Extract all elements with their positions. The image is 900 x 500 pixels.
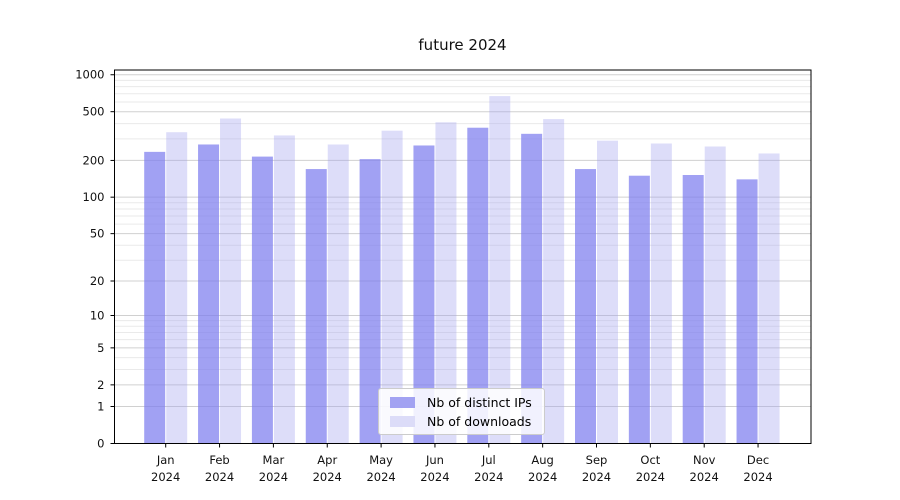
x-tick-label: May 2024 (366, 453, 395, 484)
bar-downloads-may (381, 130, 403, 444)
bar-downloads-jul (489, 96, 511, 444)
x-tick-label: Jan 2024 (151, 453, 180, 484)
bar-downloads-feb (220, 118, 242, 444)
bar-downloads-apr (327, 144, 349, 444)
bar-distinct-ips-apr (305, 169, 327, 444)
bar-distinct-ips-aug (521, 133, 543, 444)
bar-distinct-ips-oct (628, 175, 650, 444)
legend-swatch-downloads (390, 415, 415, 427)
x-tick-label: Apr 2024 (313, 453, 342, 484)
x-tick-label: Jul 2024 (474, 453, 503, 484)
bar-downloads-sep (597, 140, 618, 444)
x-tick-label: Feb 2024 (205, 453, 234, 484)
y-tick-label: 50 (90, 227, 105, 241)
x-tick-label: Jun 2024 (420, 453, 449, 484)
y-tick-label: 200 (83, 153, 105, 167)
y-tick-label: 2 (97, 378, 104, 392)
bar-downloads-oct (650, 143, 672, 444)
plot-frame (114, 69, 812, 444)
y-tick-label: 20 (90, 274, 105, 288)
y-tick-label: 5 (97, 341, 104, 355)
legend-label-downloads: Nb of downloads (427, 413, 532, 429)
y-tick-label: 1000 (75, 68, 104, 82)
y-tick-label: 100 (83, 190, 105, 204)
chart-title: future 2024 (418, 36, 507, 54)
bar-distinct-ips-may (359, 159, 381, 444)
bar-distinct-ips-nov (682, 175, 704, 444)
legend-item-distinct-ips: Nb of distinct IPs (390, 396, 544, 409)
bar-distinct-ips-feb (198, 144, 220, 444)
x-tick-label: Mar 2024 (259, 453, 288, 484)
x-tick-label: Dec 2024 (743, 453, 772, 484)
bar-downloads-mar (273, 135, 295, 444)
bar-distinct-ips-jan (144, 151, 166, 444)
legend-item-downloads: Nb of downloads (390, 415, 544, 428)
bar-downloads-aug (543, 119, 565, 444)
bar-distinct-ips-mar (251, 156, 273, 444)
x-tick-label: Sep 2024 (582, 453, 611, 484)
legend-label-distinct-ips: Nb of distinct IPs (427, 394, 532, 410)
bar-distinct-ips-jul (467, 127, 489, 444)
bar-distinct-ips-dec (736, 179, 758, 444)
bar-distinct-ips-jun (413, 145, 435, 444)
bar-downloads-jan (166, 132, 188, 444)
bar-downloads-jun (435, 122, 457, 444)
x-tick-label: Nov 2024 (690, 453, 719, 484)
x-tick-label: Aug 2024 (528, 453, 557, 484)
bar-downloads-nov (704, 146, 726, 444)
legend-swatch-distinct-ips (390, 396, 415, 408)
legend: Nb of distinct IPs Nb of downloads (378, 388, 545, 435)
bar-distinct-ips-sep (575, 169, 596, 444)
y-tick-label: 0 (97, 437, 104, 451)
y-tick-label: 10 (90, 309, 105, 323)
x-tick-label: Oct 2024 (636, 453, 665, 484)
y-tick-label: 500 (83, 105, 105, 119)
y-tick-label: 1 (97, 400, 104, 414)
bar-downloads-dec (758, 153, 780, 444)
